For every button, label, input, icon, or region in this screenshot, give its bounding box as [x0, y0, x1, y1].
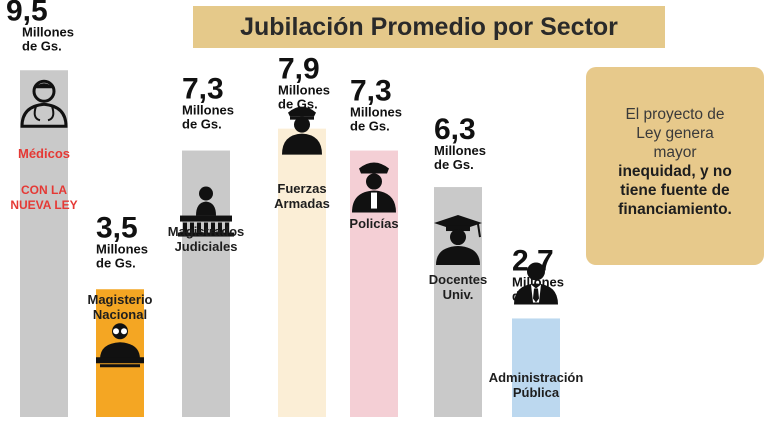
category-label-magisterio-nacional-1: Magisterio [87, 292, 152, 307]
unit-label-millones-magistrados-judiciales: Millones [182, 103, 234, 118]
category-label-magistrados-judiciales-2: Judiciales [175, 239, 238, 254]
value-label-magisterio-nacional: 3,5 [96, 211, 138, 244]
value-label-policias: 7,3 [350, 75, 392, 108]
value-label-magistrados-judiciales: 7,3 [182, 73, 224, 106]
category-label-administracion-publica-2: Pública [513, 385, 560, 400]
bar-medicos [20, 70, 68, 417]
police-officer-icon [352, 162, 396, 213]
annotation-con-la: CON LA [21, 183, 67, 197]
unit-label-millones-fuerzas-armadas: Millones [278, 83, 330, 98]
unit-label-gs-magistrados-judiciales: de Gs. [182, 117, 222, 132]
note-line-3: mayor [653, 144, 697, 161]
chart-title-banner: Jubilación Promedio por Sector [193, 6, 665, 48]
chart-title: Jubilación Promedio por Sector [240, 12, 618, 41]
note-line-4: inequidad, y no [618, 163, 732, 180]
doctor-icon [20, 79, 68, 128]
category-label-medicos: Médicos [18, 146, 70, 161]
unit-label-gs-medicos: de Gs. [22, 38, 62, 53]
businessman-icon [514, 262, 558, 305]
bar-policias [350, 150, 398, 418]
note-line-6: financiamiento. [618, 201, 732, 218]
teacher-icon [96, 323, 144, 368]
category-label-administracion-publica-1: Administración [489, 370, 584, 385]
unit-label-gs-policias: de Gs. [350, 119, 390, 134]
category-label-magisterio-nacional-2: Nacional [93, 307, 147, 322]
annotation-nueva-ley: NUEVA LEY [10, 198, 77, 212]
category-label-fuerzas-armadas-2: Armadas [274, 196, 330, 211]
graduate-icon [434, 215, 482, 266]
category-label-magistrados-judiciales-1: Magistrados [168, 224, 245, 239]
note-line-5: tiene fuente de [620, 182, 730, 199]
unit-label-millones-magisterio-nacional: Millones [96, 241, 148, 256]
unit-label-gs-docentes-univ: de Gs. [434, 157, 474, 172]
value-label-docentes-univ: 6,3 [434, 113, 476, 146]
category-label-fuerzas-armadas-1: Fuerzas [277, 181, 326, 196]
note-line-2: Ley genera [636, 125, 714, 142]
unit-label-gs-magisterio-nacional: de Gs. [96, 255, 136, 270]
value-label-fuerzas-armadas: 7,9 [278, 53, 320, 86]
unit-label-millones-docentes-univ: Millones [434, 143, 486, 158]
unit-label-millones-medicos: Millones [22, 24, 74, 39]
bar-fuerzas-armadas [278, 128, 326, 417]
note-line-1: El proyecto de [625, 106, 725, 123]
category-label-policias: Policías [349, 216, 398, 231]
bar-administracion-publica [512, 318, 560, 417]
category-label-docentes-univ-2: Univ. [443, 287, 474, 302]
military-officer-icon [282, 106, 322, 155]
unit-label-millones-policias: Millones [350, 105, 402, 120]
value-label-medicos: 9,5 [6, 0, 48, 27]
note-box: El proyecto de Ley genera mayor inequida… [586, 67, 764, 265]
category-label-docentes-univ-1: Docentes [429, 272, 488, 287]
judge-icon [178, 186, 234, 237]
